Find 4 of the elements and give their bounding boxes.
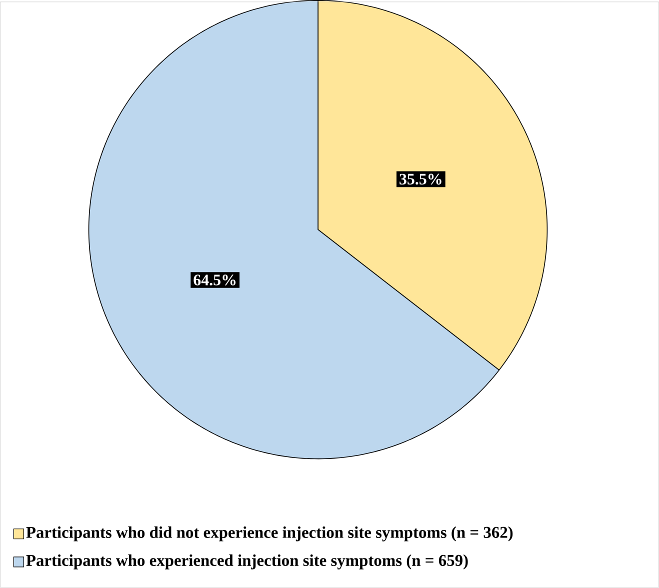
- legend-label: Participants who experienced injection site symptoms (n = 659): [26, 554, 468, 570]
- data-label: 64.5%: [194, 274, 236, 286]
- data-label: 35.5%: [400, 174, 442, 185]
- legend-label: Participants who did not experience injection site symptoms (n = 362): [26, 526, 513, 542]
